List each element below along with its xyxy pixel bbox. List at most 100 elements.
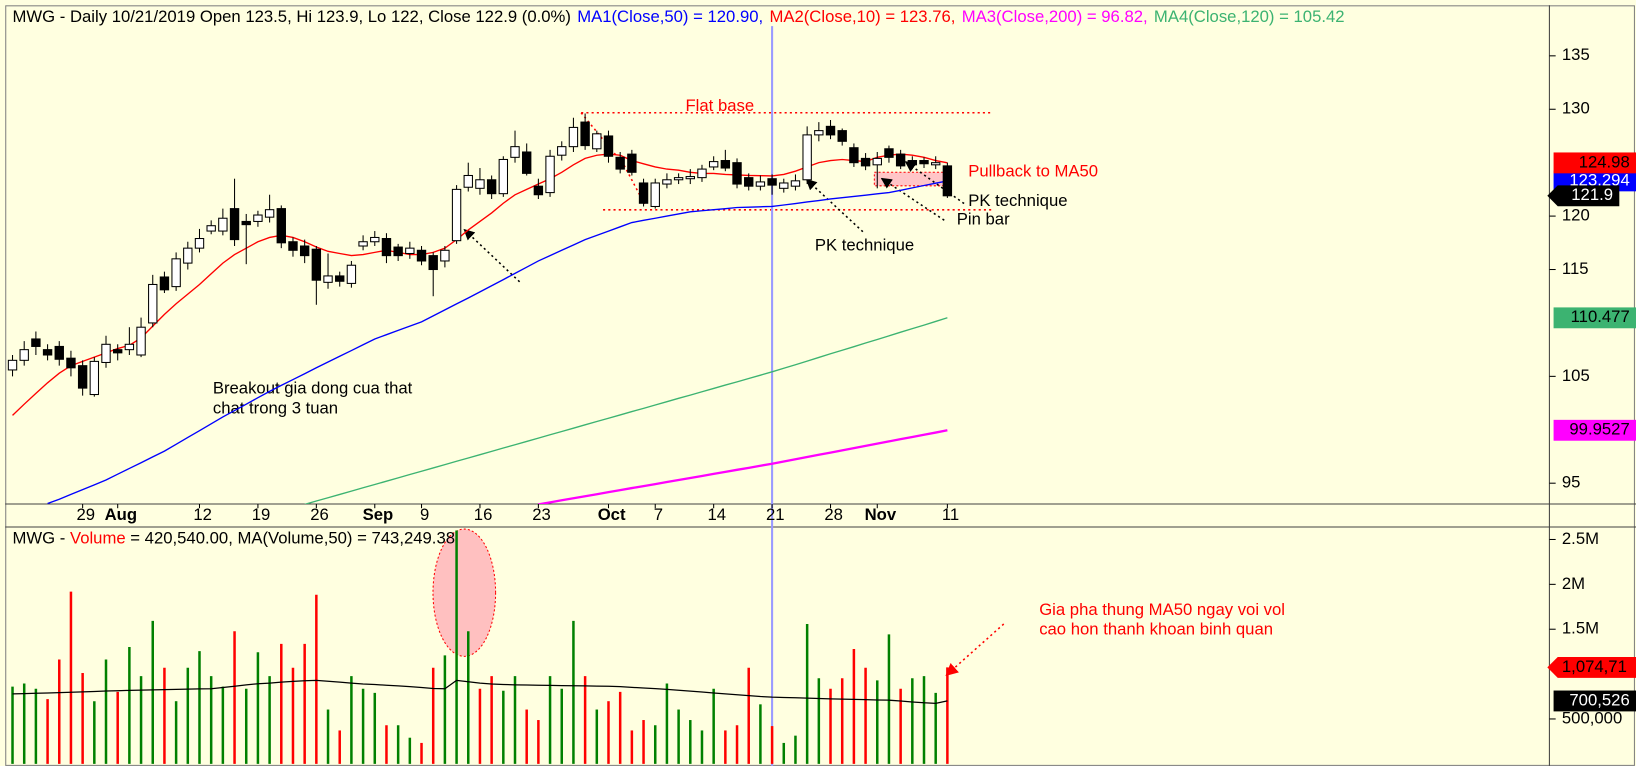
volume-plot (11, 530, 949, 764)
candle-body (720, 160, 731, 169)
end-label: 1,074,71 (1562, 657, 1627, 676)
candle-body (486, 179, 497, 195)
end-label-box (1547, 656, 1636, 678)
candle-body (381, 238, 392, 257)
legend-entry: MA2(Close,10) = 123.76, (769, 7, 955, 26)
candle-body (872, 157, 882, 166)
x-tick-label: Sep (363, 505, 394, 524)
candle-body (194, 238, 205, 249)
candle-body (241, 220, 251, 226)
candle-body (89, 360, 100, 396)
candle-body (218, 217, 228, 232)
candle-body (299, 245, 310, 257)
candle-body (521, 151, 532, 174)
price-header: MWG - Daily 10/21/2019 Open 123.5, Hi 12… (13, 7, 1345, 26)
candle-body (159, 276, 170, 291)
end-label-box (1553, 419, 1636, 441)
y-tick-label: 1.5M (1562, 619, 1599, 638)
candle-body (311, 248, 322, 281)
annotation: cao hon thanh khoan binh quan (1039, 620, 1273, 639)
x-tick-label: 19 (252, 505, 271, 524)
x-tick-label: 26 (310, 505, 329, 524)
candle-body (54, 345, 64, 360)
candle-body (148, 283, 158, 324)
candle-body (370, 236, 380, 243)
candle-body (662, 179, 672, 185)
candle-body (276, 208, 286, 244)
end-label: 123.294 (1569, 170, 1629, 189)
candle-body (755, 181, 766, 187)
candle-body (732, 162, 742, 185)
candle-body (229, 208, 240, 241)
annotation: Pullback to MA50 (968, 162, 1098, 181)
close-label-box (1547, 185, 1620, 207)
y-tick-label: 95 (1562, 473, 1581, 492)
x-tick-label: 29 (76, 505, 95, 524)
annotation: PK technique (815, 236, 914, 255)
pin-bar-arrow (880, 177, 945, 221)
candle-body (31, 338, 41, 347)
volume-header-part: = 420,540.00, MA(Volume,50) = 743,249.38 (126, 529, 455, 548)
candle-body (627, 153, 637, 173)
candle-body (66, 357, 76, 369)
candle-body (288, 241, 298, 251)
candle-body (708, 161, 719, 168)
candle-body (206, 225, 216, 232)
frame (5, 5, 1635, 766)
volume-arrow (945, 623, 1005, 676)
x-tick-label: 23 (532, 505, 551, 524)
candle-body (19, 349, 29, 361)
y-tick-label: 135 (1562, 45, 1590, 64)
candle-body (253, 214, 263, 222)
candle-body (451, 188, 462, 242)
x-tick-label: 7 (654, 505, 663, 524)
candle-body (849, 147, 859, 164)
candle-body (895, 153, 906, 167)
pk-arrow (904, 161, 965, 205)
x-tick-label: 28 (824, 505, 843, 524)
candle-body (393, 246, 403, 257)
candle-body (650, 182, 660, 208)
candle-body (825, 125, 836, 136)
candle-body (790, 180, 801, 187)
candle-body (580, 121, 590, 147)
candle-body (603, 135, 614, 157)
candle-body (907, 160, 918, 166)
y-tick-label: 115 (1562, 259, 1589, 278)
candle-body (779, 182, 789, 189)
candle-body (697, 168, 707, 179)
annotation: Flat base (685, 96, 754, 115)
price-plot (7, 113, 953, 505)
legend-entry: MA4(Close,120) = 105.42 (1154, 7, 1345, 26)
y-tick-label: 500,000 (1562, 708, 1622, 727)
candle-body (685, 176, 695, 180)
candle-body (124, 343, 135, 351)
end-label: 124.98 (1579, 152, 1630, 171)
volume-ma-line (12, 679, 948, 704)
candle-body (358, 241, 368, 247)
end-label: 700,526 (1569, 690, 1629, 709)
y-tick-label: 2M (1562, 574, 1585, 593)
x-tick-label: 21 (766, 505, 785, 524)
candle-body (744, 177, 754, 187)
candle-body (416, 249, 427, 262)
annotation: Breakout gia dong cua that (213, 379, 413, 398)
candle-body (77, 365, 88, 389)
candle-body (7, 359, 18, 371)
end-label: 99.9527 (1569, 420, 1629, 439)
x-tick-label: 11 (942, 505, 959, 524)
ma-line (12, 153, 948, 416)
y-tick-label: 105 (1562, 366, 1590, 385)
candle-body (615, 156, 625, 170)
x-tick-label: 16 (474, 505, 493, 524)
candle-body (942, 165, 953, 197)
legend-entry: MA3(Close,200) = 96.82, (962, 7, 1148, 26)
candle-body (533, 185, 544, 196)
candle-body (592, 133, 602, 150)
volume-header: MWG - Volume = 420,540.00, MA(Volume,50)… (13, 529, 456, 548)
candle-body (919, 160, 929, 165)
candle-body (767, 178, 777, 186)
pk-arrow (805, 178, 864, 233)
